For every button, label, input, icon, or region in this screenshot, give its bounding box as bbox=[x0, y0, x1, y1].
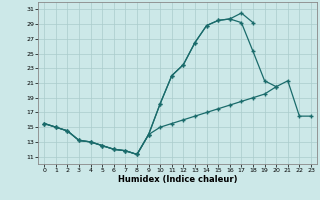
X-axis label: Humidex (Indice chaleur): Humidex (Indice chaleur) bbox=[118, 175, 237, 184]
